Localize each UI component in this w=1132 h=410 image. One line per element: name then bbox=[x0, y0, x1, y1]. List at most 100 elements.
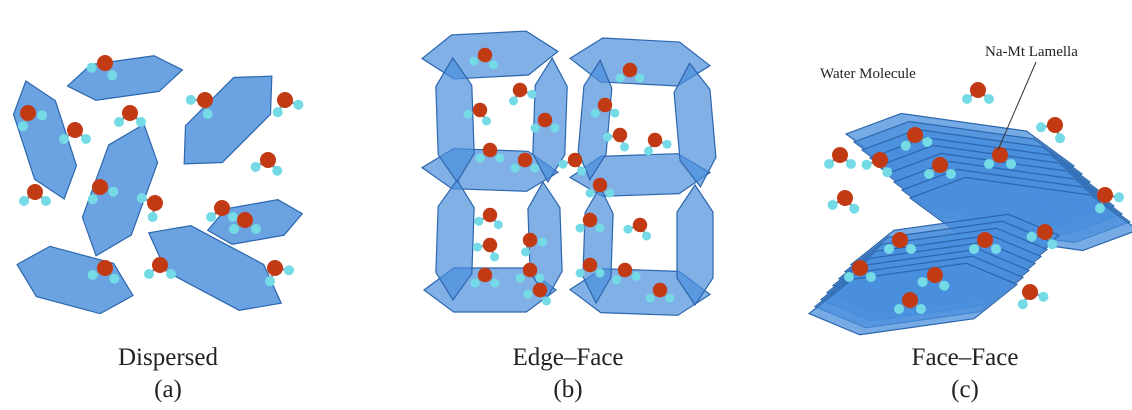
hydrogen bbox=[642, 231, 651, 240]
hydrogen bbox=[866, 272, 876, 282]
hydrogen bbox=[166, 269, 176, 279]
hydrogen bbox=[109, 274, 119, 284]
hydrogen bbox=[88, 194, 98, 204]
oxygen bbox=[147, 195, 163, 211]
oxygen bbox=[613, 128, 627, 142]
hydrogen bbox=[37, 110, 47, 120]
oxygen bbox=[197, 92, 213, 108]
oxygen bbox=[483, 208, 497, 222]
lamella bbox=[5, 74, 85, 206]
hydrogen bbox=[273, 107, 283, 117]
panel-label: Face–Face bbox=[912, 344, 1019, 371]
hydrogen bbox=[646, 294, 655, 303]
hydrogen bbox=[1027, 232, 1037, 242]
hydrogen bbox=[882, 167, 892, 177]
hydrogen bbox=[463, 110, 472, 119]
hydrogen bbox=[916, 304, 926, 314]
illustrations bbox=[5, 29, 1132, 341]
hydrogen bbox=[107, 70, 117, 80]
hydrogen bbox=[186, 95, 196, 105]
hydrogen bbox=[228, 212, 238, 222]
hydrogen bbox=[137, 193, 147, 203]
oxygen bbox=[593, 178, 607, 192]
hydrogen bbox=[476, 154, 485, 163]
hydrogen bbox=[18, 121, 28, 131]
hydrogen bbox=[144, 269, 154, 279]
hydrogen bbox=[924, 169, 934, 179]
hydrogen bbox=[591, 109, 600, 118]
panel-label: Edge–Face bbox=[512, 344, 623, 371]
hydrogen bbox=[535, 274, 544, 283]
hydrogen bbox=[576, 269, 585, 278]
hydrogen bbox=[88, 270, 98, 280]
hydrogen bbox=[616, 74, 625, 83]
hydrogen bbox=[849, 204, 859, 214]
oxygen bbox=[852, 260, 868, 276]
hydrogen bbox=[1018, 299, 1028, 309]
oxygen bbox=[237, 212, 253, 228]
hydrogen bbox=[203, 109, 213, 119]
hydrogen bbox=[81, 134, 91, 144]
oxygen bbox=[533, 283, 547, 297]
hydrogen bbox=[1114, 192, 1124, 202]
hydrogen bbox=[148, 212, 158, 222]
oxygen bbox=[523, 233, 537, 247]
hydrogen bbox=[509, 96, 518, 105]
oxygen bbox=[872, 152, 888, 168]
hydrogen bbox=[576, 224, 585, 233]
oxygen bbox=[67, 122, 83, 138]
hydrogen bbox=[206, 212, 216, 222]
hydrogen bbox=[901, 141, 911, 151]
hydrogen bbox=[41, 196, 51, 206]
oxygen bbox=[277, 92, 293, 108]
hydrogen bbox=[605, 189, 614, 198]
oxygen bbox=[483, 143, 497, 157]
hydrogen bbox=[623, 225, 632, 234]
oxygen bbox=[513, 83, 527, 97]
lamella bbox=[10, 239, 139, 320]
hydrogen bbox=[516, 274, 525, 283]
oxygen bbox=[598, 98, 612, 112]
hydrogen bbox=[114, 117, 124, 127]
hydrogen bbox=[1036, 122, 1046, 132]
oxygen bbox=[907, 127, 923, 143]
hydrogen bbox=[595, 224, 604, 233]
oxygen bbox=[97, 55, 113, 71]
oxygen bbox=[27, 184, 43, 200]
hydrogen bbox=[511, 164, 520, 173]
hydrogen bbox=[19, 196, 29, 206]
oxygen bbox=[623, 63, 637, 77]
oxygen bbox=[1022, 284, 1038, 300]
oxygen bbox=[214, 200, 230, 216]
hydrogen bbox=[530, 164, 539, 173]
oxygen bbox=[648, 133, 662, 147]
hydrogen bbox=[489, 60, 498, 69]
oxygen bbox=[583, 213, 597, 227]
hydrogen bbox=[984, 94, 994, 104]
hydrogen bbox=[473, 243, 482, 252]
hydrogen bbox=[962, 94, 972, 104]
hydrogen bbox=[620, 142, 629, 151]
oxygen bbox=[152, 257, 168, 273]
hydrogen bbox=[87, 63, 97, 73]
hydrogen bbox=[474, 217, 483, 226]
oxygen bbox=[892, 232, 908, 248]
oxygen bbox=[1047, 117, 1063, 133]
hydrogen bbox=[828, 200, 838, 210]
annotation: Water Molecule bbox=[820, 66, 916, 82]
oxygen bbox=[92, 179, 108, 195]
oxygen bbox=[977, 232, 993, 248]
hydrogen bbox=[495, 154, 504, 163]
hydrogen bbox=[229, 224, 239, 234]
hydrogen bbox=[538, 238, 547, 247]
hydrogen bbox=[251, 224, 261, 234]
oxygen bbox=[518, 153, 532, 167]
hydrogen bbox=[108, 187, 118, 197]
oxygen bbox=[538, 113, 552, 127]
oxygen bbox=[970, 82, 986, 98]
hydrogen bbox=[284, 265, 294, 275]
oxygen bbox=[832, 147, 848, 163]
oxygen bbox=[97, 260, 113, 276]
oxygen bbox=[583, 258, 597, 272]
hydrogen bbox=[595, 269, 604, 278]
